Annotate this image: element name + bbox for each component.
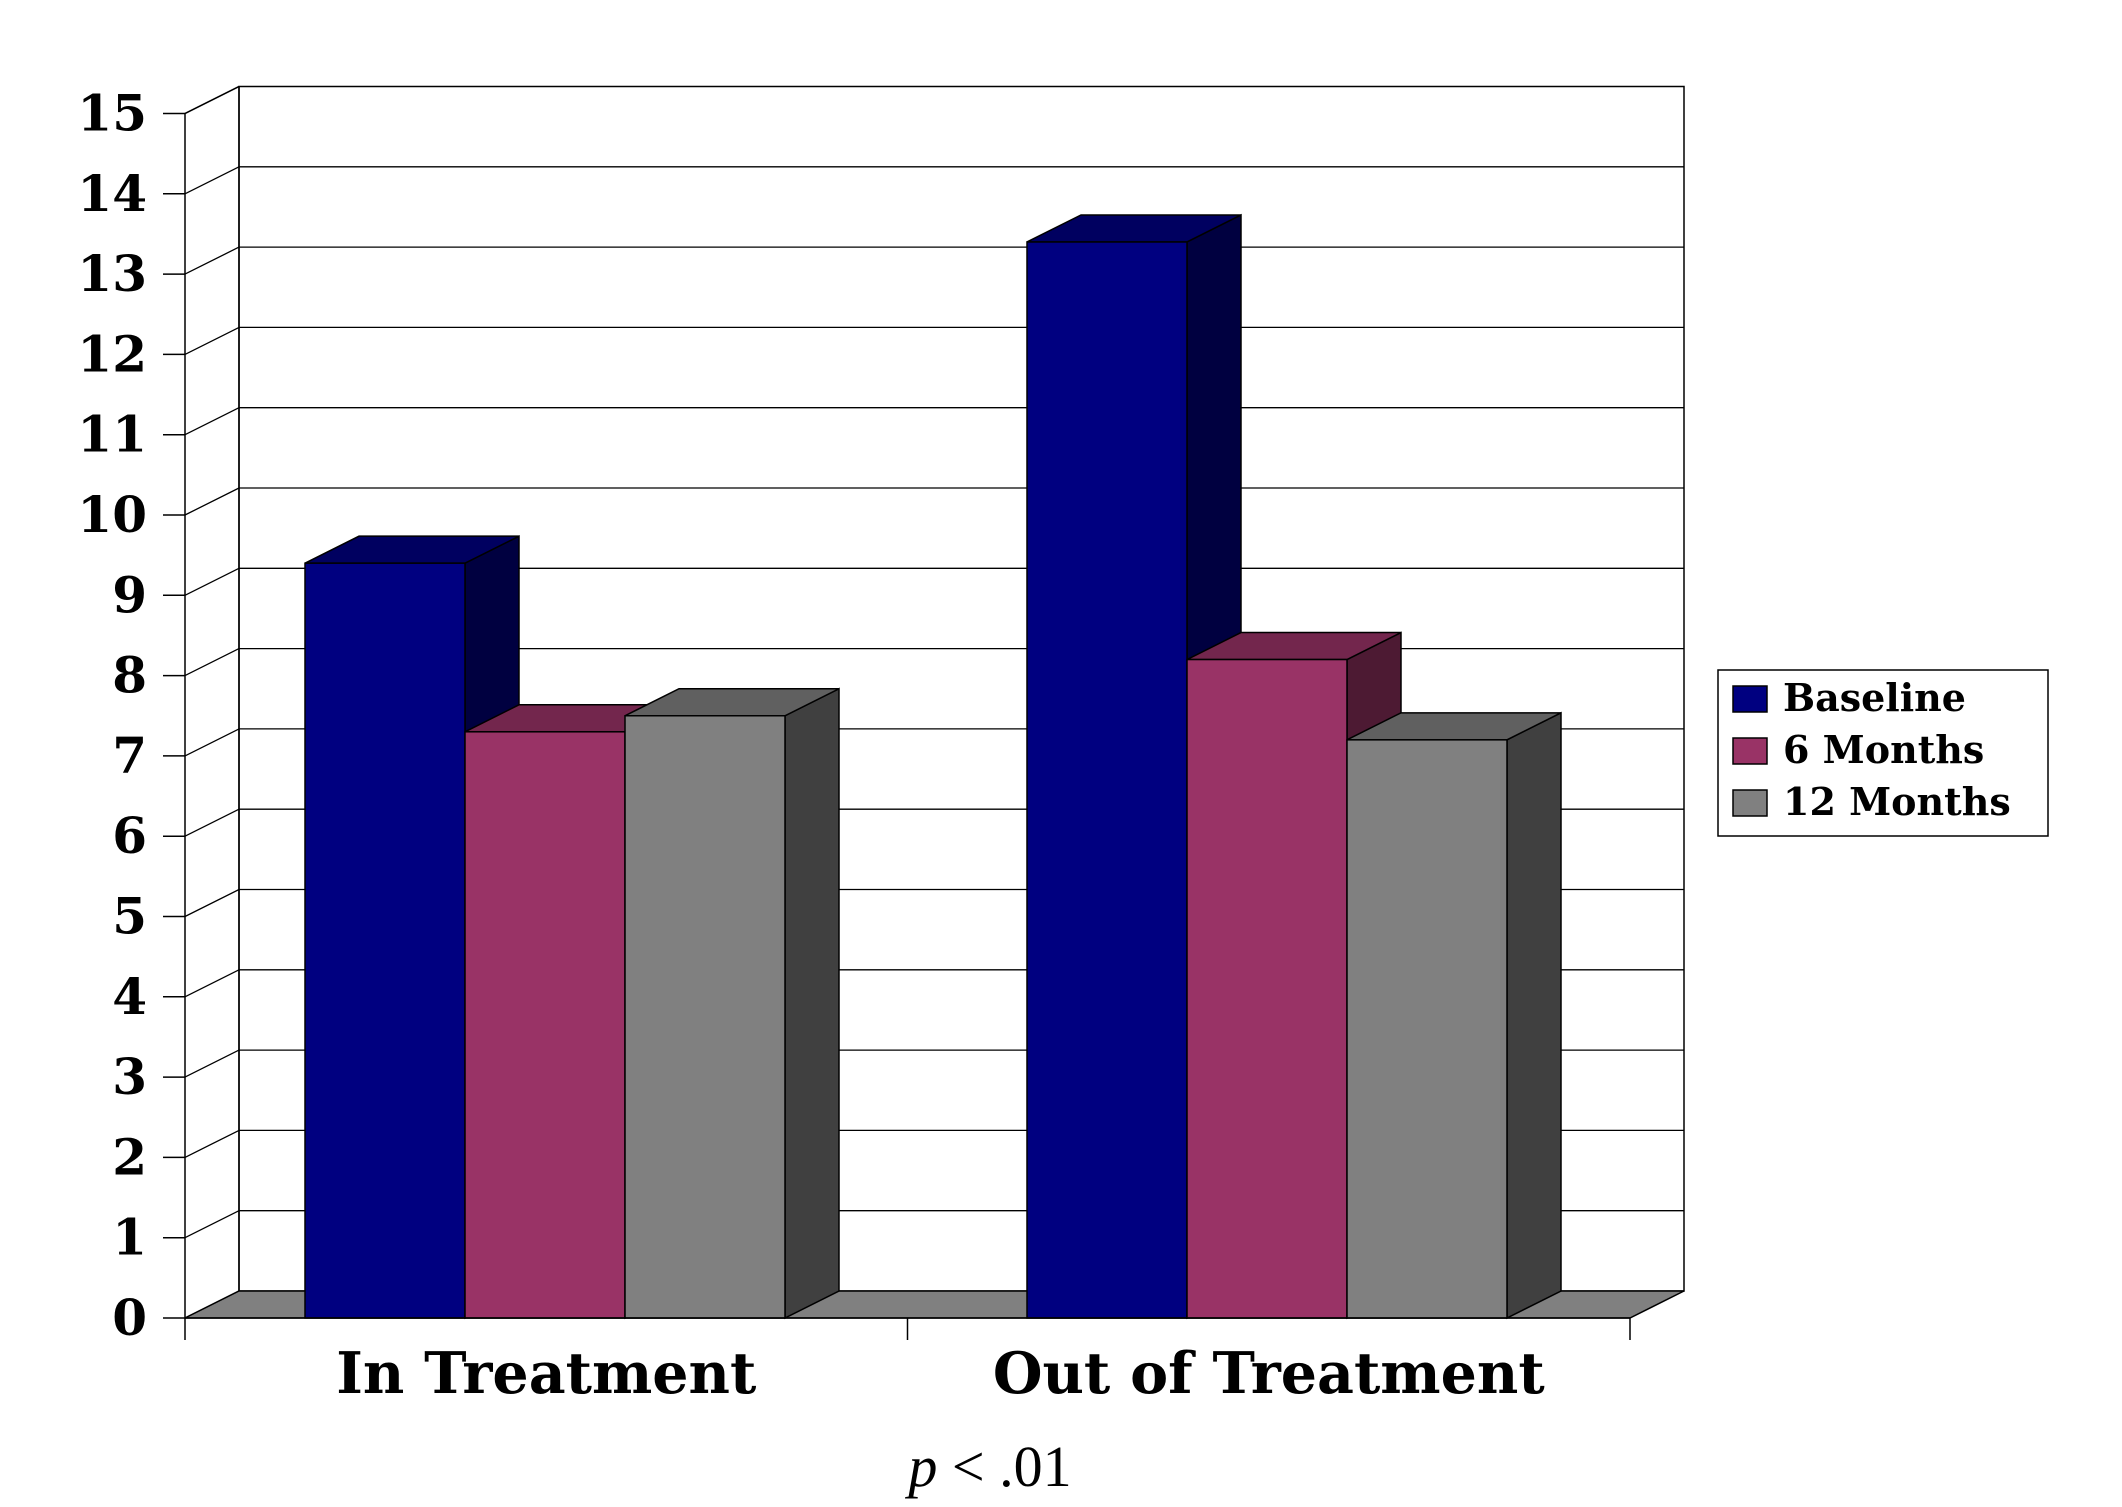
significance-note: p < .01 <box>904 1434 1071 1499</box>
side-gridline <box>184 407 240 436</box>
y-tick-label: 14 <box>77 164 147 223</box>
side-gridline <box>184 969 240 998</box>
significance-value: < .01 <box>937 1434 1071 1499</box>
chart-bars <box>304 213 1562 1320</box>
legend-label: Baseline <box>1783 675 1966 720</box>
side-gridline <box>184 166 240 195</box>
chart-legend: Baseline 6 Months 12 Months <box>1717 669 2049 837</box>
y-tick-label: 7 <box>112 726 147 785</box>
bar-side <box>1506 711 1562 1320</box>
bar <box>1026 241 1188 1319</box>
bar <box>624 715 786 1319</box>
y-tick-label: 15 <box>77 84 147 143</box>
x-category-label: Out of Treatment <box>993 1340 1545 1407</box>
y-tick-label: 3 <box>112 1047 147 1106</box>
legend-swatch <box>1732 789 1768 817</box>
legend-label: 6 Months <box>1783 727 1984 772</box>
legend-label: 12 Months <box>1783 779 2011 824</box>
side-gridline <box>184 487 240 516</box>
side-gridline <box>184 888 240 918</box>
y-tick-label: 12 <box>77 324 147 383</box>
y-tick-label: 1 <box>112 1208 147 1267</box>
x-category-label: In Treatment <box>336 1340 757 1407</box>
y-tick-label: 4 <box>112 967 147 1026</box>
y-tick-label: 5 <box>112 887 147 946</box>
side-wall-top-edge <box>184 85 240 115</box>
side-gridline <box>184 1210 240 1239</box>
y-tick-label: 2 <box>112 1127 147 1186</box>
legend-swatch <box>1732 737 1768 765</box>
legend-swatch <box>1732 685 1768 713</box>
side-gridline <box>184 648 240 677</box>
y-tick-label: 11 <box>77 405 147 464</box>
y-tick-label: 9 <box>112 565 147 624</box>
bar <box>1186 658 1348 1319</box>
side-gridline <box>184 246 240 275</box>
y-tick-label: 8 <box>112 646 147 705</box>
side-gridline <box>184 728 240 757</box>
side-gridline <box>184 1129 240 1158</box>
y-tick-label: 13 <box>77 244 147 303</box>
y-tick-label: 6 <box>112 806 147 865</box>
legend-box <box>1717 669 2049 837</box>
bar-side <box>784 687 840 1320</box>
bar <box>1346 739 1508 1319</box>
y-tick-label: 10 <box>77 485 147 544</box>
side-gridline <box>184 567 240 596</box>
side-gridline <box>184 808 240 837</box>
bar <box>304 562 466 1319</box>
significance-p: p <box>904 1434 937 1499</box>
y-tick-label: 0 <box>112 1288 147 1347</box>
bar <box>464 731 626 1319</box>
side-gridline <box>184 1049 240 1078</box>
side-gridline <box>184 326 240 355</box>
